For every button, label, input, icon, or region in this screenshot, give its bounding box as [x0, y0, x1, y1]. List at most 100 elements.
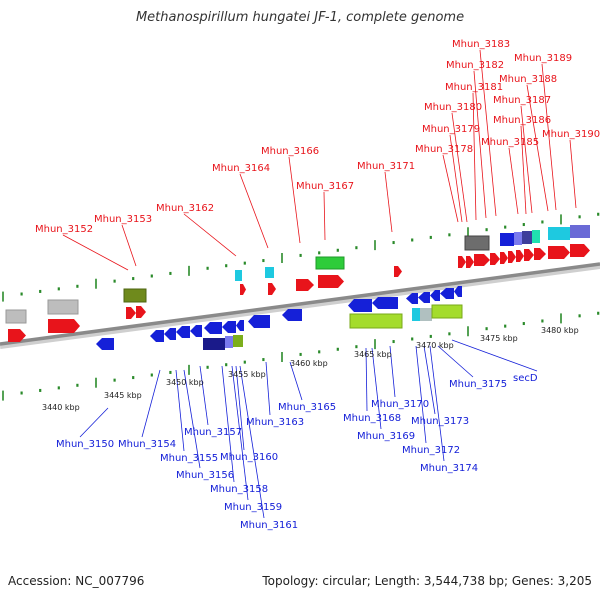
gene-arrow	[268, 283, 276, 295]
forward-gene-label: Mhun_3153	[94, 214, 152, 225]
scale-label: 3445 kbp	[104, 391, 142, 400]
gene-arrow	[418, 292, 430, 303]
gene-arrow	[490, 253, 500, 265]
leader-line	[235, 365, 245, 451]
forward-gene-label: Mhun_3166	[261, 146, 319, 157]
leader-line	[526, 84, 549, 212]
forward-gene-label: Mhun_3178	[415, 144, 473, 155]
reverse-gene-label: Mhun_3161	[240, 520, 298, 531]
leader-line	[323, 191, 326, 241]
feature-block	[412, 308, 420, 321]
reverse-gene-label: Mhun_3150	[56, 439, 114, 450]
gene-arrow	[176, 326, 190, 338]
reverse-gene-label: Mhun_3159	[224, 502, 282, 513]
feature-block	[420, 308, 432, 321]
forward-gene-label: Mhun_3183	[452, 39, 510, 50]
leader-line	[288, 156, 301, 244]
feature-block	[315, 256, 345, 270]
leader-line	[141, 369, 161, 438]
gene-arrow	[524, 249, 534, 261]
leader-line	[239, 365, 265, 519]
reverse-gene-label: Mhun_3157	[184, 427, 242, 438]
reverse-gene-label: Mhun_3175	[449, 379, 507, 390]
leader-line	[183, 369, 201, 469]
forward-gene-label: Mhun_3179	[422, 124, 480, 135]
feature-block	[225, 336, 233, 348]
gene-arrow	[474, 254, 490, 266]
feature-block	[522, 231, 532, 244]
reverse-arrows	[96, 286, 462, 350]
leader-line	[221, 365, 235, 483]
reverse-gene-label: Mhun_3169	[357, 431, 415, 442]
gene-arrow	[126, 307, 136, 319]
forward-gene-label: Mhun_3180	[424, 102, 482, 113]
gene-arrow	[534, 248, 546, 260]
reverse-gene-label: Mhun_3158	[210, 484, 268, 495]
forward-arrows	[8, 244, 590, 342]
reverse-gene-label: Mhun_3165	[278, 402, 336, 413]
feature-block	[514, 232, 522, 245]
leader-line	[520, 125, 527, 215]
feature-block	[570, 225, 590, 238]
scale-label: 3455 kbp	[228, 370, 266, 379]
forward-gene-label: Mhun_3190	[542, 129, 600, 140]
gene-arrow	[440, 288, 454, 299]
leader-line	[231, 365, 249, 501]
gene-arrow	[96, 338, 114, 350]
gene-arrow	[508, 251, 516, 263]
reverse-gene-label: Mhun_3163	[246, 417, 304, 428]
leader-line	[371, 347, 382, 430]
gene-arrow	[372, 297, 398, 309]
leader-line	[365, 347, 368, 412]
feature-block	[464, 235, 490, 251]
leader-line	[442, 154, 459, 223]
gene-arrow	[500, 252, 508, 264]
gene-arrow	[548, 246, 570, 259]
forward-gene-label: Mhun_3189	[514, 53, 572, 64]
feature-block	[123, 288, 147, 303]
scale-label: 3475 kbp	[480, 334, 518, 343]
leader-line	[449, 134, 463, 223]
reverse-gene-label: secD	[513, 373, 538, 384]
leader-line	[121, 224, 137, 267]
lower-tick-track	[2, 311, 600, 401]
reverse-gene-label: Mhun_3170	[371, 399, 429, 410]
feature-block	[349, 313, 403, 329]
leader-line	[508, 147, 519, 215]
leader-line	[472, 92, 477, 221]
forward-leader-lines	[62, 49, 577, 271]
accession-text: Accession: NC_007796	[8, 574, 145, 588]
leader-line	[199, 365, 209, 426]
forward-gene-label: Mhun_3188	[499, 74, 557, 85]
scale-label: 3470 kbp	[416, 341, 454, 350]
gene-arrow	[458, 256, 466, 268]
forward-gene-label: Mhun_3182	[446, 60, 504, 71]
gene-arrow	[136, 306, 146, 318]
gene-arrow	[48, 319, 80, 333]
forward-gene-label: Mhun_3152	[35, 224, 93, 235]
reverse-leader-lines	[79, 339, 538, 519]
leader-line	[520, 105, 533, 214]
leader-line	[415, 345, 427, 444]
forward-gene-label: Mhun_3164	[212, 163, 270, 174]
gene-arrow	[222, 321, 236, 333]
leader-line	[479, 49, 497, 217]
scale-label: 3460 kbp	[290, 359, 328, 368]
feature-block	[233, 335, 243, 347]
scale-label: 3450 kbp	[166, 378, 204, 387]
gene-arrow	[240, 284, 246, 295]
topology-text: Topology: circular; Length: 3,544,738 bp…	[262, 574, 592, 588]
leader-line	[265, 361, 271, 416]
scale-label: 3465 kbp	[354, 350, 392, 359]
scale-labels: 3440 kbp 3445 kbp 3450 kbp 3455 kbp 3460 kbp…	[42, 326, 579, 412]
gene-arrow	[430, 290, 440, 301]
feature-block	[5, 309, 27, 324]
map-title: Methanospirillum hungatei JF-1, complete…	[135, 10, 465, 25]
reverse-gene-label: Mhun_3154	[118, 439, 176, 450]
reverse-gene-label: Mhun_3156	[176, 470, 234, 481]
genome-axis-shadow	[0, 263, 600, 349]
gene-arrow	[318, 275, 344, 288]
leader-line	[62, 234, 129, 271]
